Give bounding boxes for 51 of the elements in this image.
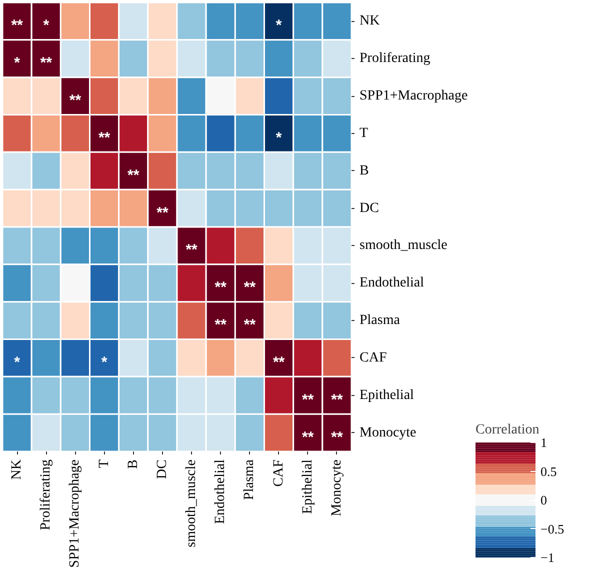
data-label: ** [156,204,168,222]
data-label: ** [302,391,314,408]
data-label: ** [186,242,198,259]
color-bar-label: −0.5 [540,521,564,536]
x-tick-label: smooth_muscle [184,459,200,548]
y-tick-label: NK [360,14,380,29]
color-bar-label: 1 [540,435,547,450]
data-label: ** [331,391,343,408]
x-tick-label: NK [10,459,25,480]
x-tick-label: T [96,459,112,468]
data-label: ** [244,279,256,296]
x-tick-label: Endothelial [213,459,228,524]
x-tick-label: Epithelial [300,459,316,514]
y-tick-label: Proliferating [360,51,430,66]
x-tick-label: SPP1+Macrophage [68,459,83,568]
x-tick-label: CAF [271,459,286,487]
data-label: * [14,54,20,72]
data-label: ** [272,354,285,371]
data-label: ** [331,428,343,446]
data-label: ** [302,428,314,446]
data-label: * [43,17,50,34]
y-tick-label: Monocyte [360,425,416,440]
y-tick-label: smooth_muscle [360,238,448,254]
data-label: ** [128,166,140,184]
color-bar-label: 0.5 [540,464,557,479]
y-tick-label: DC [360,200,379,216]
x-tick-label: Proliferating [38,459,54,530]
data-label: ** [214,279,227,296]
data-label: * [14,354,20,371]
data-label: ** [244,316,256,334]
x-tick-label: Plasma [242,458,258,500]
y-tick-label: T [360,126,368,141]
color-bar-label: 0 [540,492,547,508]
x-tick-label: B [126,459,141,469]
y-tick-label: B [360,163,369,178]
data-label: ** [98,129,110,146]
data-label: ** [69,92,82,110]
y-tick-label: Plasma [360,313,401,328]
color-bar-title: Correlation [476,422,540,438]
y-tick-label: CAF [360,350,387,366]
data-label: ** [11,17,24,34]
data-label: ** [40,54,52,72]
x-tick-label: DC [154,459,170,479]
y-tick-label: SPP1+Macrophage [360,88,468,104]
data-label: * [276,17,282,34]
y-tick-label: Endothelial [360,276,424,291]
color-bar-label: −1 [540,550,554,565]
data-label: * [276,129,282,146]
data-label: ** [214,316,227,334]
data-label: * [101,354,108,371]
y-tick-label: Epithelial [360,388,414,403]
